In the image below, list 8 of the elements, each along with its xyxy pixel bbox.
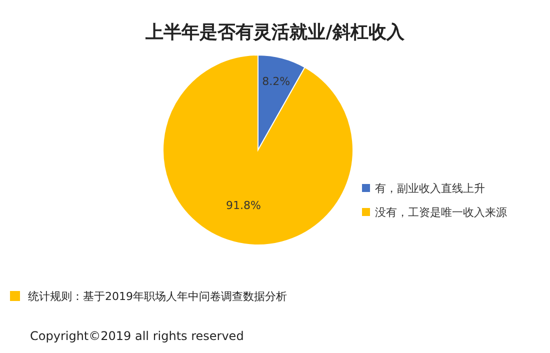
legend-label: 没有，工资是唯一收入来源	[375, 206, 507, 219]
data-label: 91.8%	[226, 199, 261, 212]
text: Copyright©2019 all rights reserved	[30, 329, 244, 343]
pie-slice	[162, 54, 354, 246]
chart-title: 上半年是否有灵活就业/斜杠收入	[144, 22, 406, 43]
text: 统计规则：基于2019年职场人年中问卷调查数据分析	[28, 290, 287, 303]
data-label: 8.2%	[262, 75, 290, 88]
legend-label: 有，副业收入直线上升	[375, 182, 485, 195]
